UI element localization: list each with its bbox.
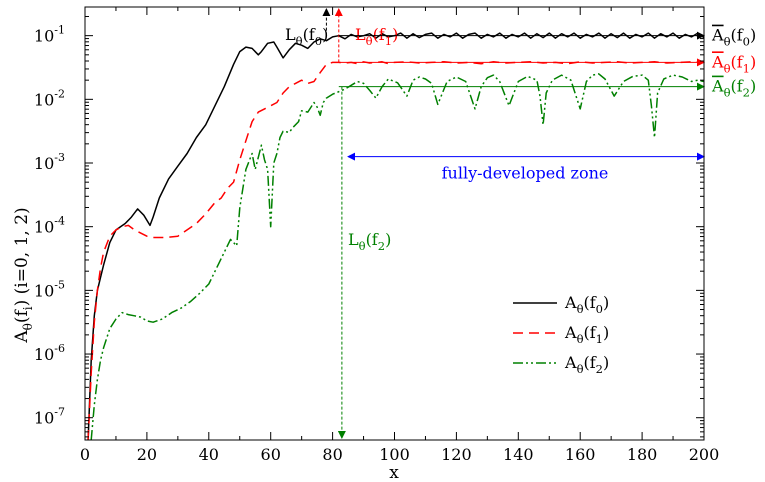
L2-label: Lθ(f2) bbox=[348, 230, 391, 253]
y-tick-label: 10-6 bbox=[34, 342, 65, 364]
x-axis-ticks: 0 20 40 60 80 100 120 140 160 180 200 bbox=[80, 7, 719, 464]
plot-frame bbox=[84, 6, 705, 441]
y-tick-label: 10-4 bbox=[34, 215, 65, 237]
x-tick-label: 140 bbox=[503, 445, 534, 464]
x-tick-label: 20 bbox=[137, 445, 157, 464]
zone-label: fully-developed zone bbox=[442, 164, 609, 183]
y-tick-label: 10-1 bbox=[34, 24, 65, 46]
legend-label-2: Aθ(f2) bbox=[564, 353, 609, 376]
series-line-2 bbox=[90, 73, 704, 440]
x-tick-label: 80 bbox=[322, 445, 342, 464]
y-tick-label: 10-2 bbox=[34, 87, 65, 109]
legend-label-1: Aθ(f1) bbox=[564, 323, 609, 346]
legend: Aθ(f0) Aθ(f1) Aθ(f2) bbox=[513, 293, 609, 376]
x-tick-label: 0 bbox=[80, 445, 90, 464]
x-tick-label: 60 bbox=[261, 445, 281, 464]
series-layer bbox=[87, 32, 704, 440]
y-tick-label: 10-5 bbox=[34, 278, 65, 300]
x-tick-label: 120 bbox=[441, 445, 472, 464]
y-tick-label: 10-7 bbox=[34, 406, 65, 428]
legend-label-0: Aθ(f0) bbox=[564, 293, 609, 316]
mean1-label: Aθ(f1) bbox=[711, 52, 756, 75]
y-axis-ticks: 10-1 10-2 10-3 10-4 10-5 10-6 10-7 bbox=[34, 15, 704, 438]
x-tick-label: 200 bbox=[689, 445, 720, 464]
x-tick-label: 100 bbox=[379, 445, 410, 464]
series-line-1 bbox=[87, 61, 704, 440]
annotation-layer: Lθ(f0) Lθ(f1)Lθ(f2)Aθ(f0)Aθ(f1)Aθ(f2)full… bbox=[285, 8, 756, 439]
y-tick-label: 10-3 bbox=[34, 151, 65, 173]
mean2-label: Aθ(f2) bbox=[711, 77, 756, 100]
y-axis-label: Aθ(fi) (i=0, 1, 2) bbox=[12, 207, 35, 343]
L1-label: Lθ(f1) bbox=[355, 25, 398, 48]
L0-label: Lθ(f0) bbox=[285, 25, 328, 48]
x-tick-label: 160 bbox=[565, 445, 596, 464]
x-axis-label: x bbox=[389, 463, 399, 482]
x-tick-label: 40 bbox=[199, 445, 219, 464]
x-tick-label: 180 bbox=[627, 445, 658, 464]
mean0-label: Aθ(f0) bbox=[711, 26, 756, 49]
series-line-0 bbox=[87, 32, 704, 440]
